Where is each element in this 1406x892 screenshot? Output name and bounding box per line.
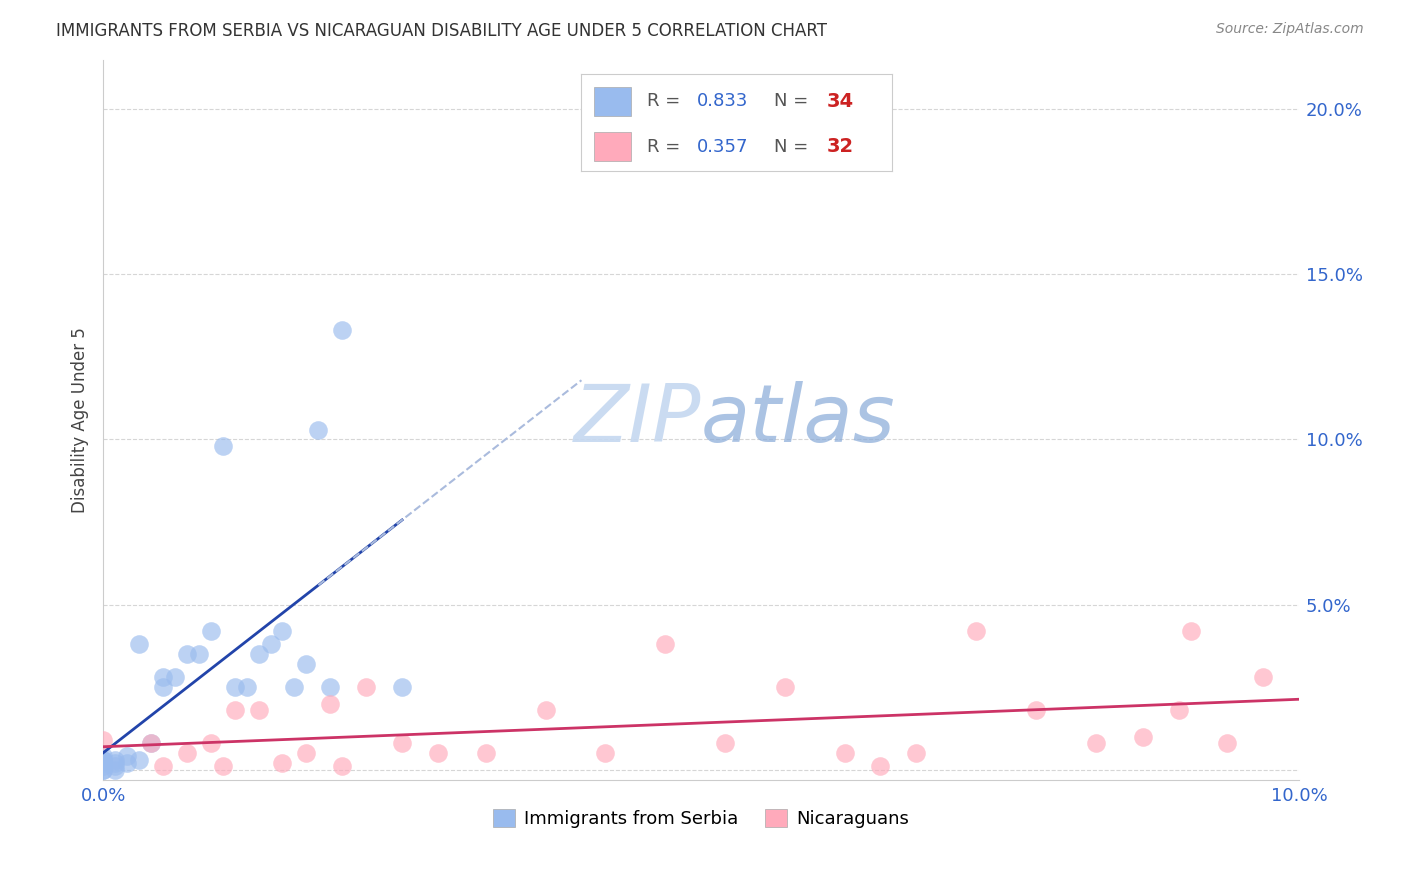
- Point: [211, 439, 233, 453]
- Point: [330, 759, 353, 773]
- Point: [319, 680, 342, 694]
- Point: [104, 763, 127, 777]
- Point: [1084, 736, 1107, 750]
- Point: [247, 703, 270, 717]
- Point: [1251, 670, 1274, 684]
- Point: [211, 759, 233, 773]
- Point: [354, 680, 377, 694]
- Legend: Immigrants from Serbia, Nicaraguans: Immigrants from Serbia, Nicaraguans: [486, 802, 917, 836]
- Point: [187, 647, 209, 661]
- Point: [307, 423, 329, 437]
- Text: ZIP: ZIP: [574, 381, 702, 458]
- Point: [391, 736, 413, 750]
- Point: [283, 680, 305, 694]
- Point: [163, 670, 186, 684]
- Point: [295, 746, 318, 760]
- Point: [176, 647, 198, 661]
- Point: [91, 733, 114, 747]
- Point: [152, 680, 174, 694]
- Point: [1216, 736, 1239, 750]
- Point: [224, 680, 246, 694]
- Point: [1025, 703, 1047, 717]
- Point: [128, 753, 150, 767]
- Point: [115, 756, 138, 770]
- Point: [104, 756, 127, 770]
- Point: [259, 637, 281, 651]
- Point: [834, 746, 856, 760]
- Text: Source: ZipAtlas.com: Source: ZipAtlas.com: [1216, 22, 1364, 37]
- Point: [91, 756, 114, 770]
- Point: [139, 736, 162, 750]
- Point: [91, 759, 114, 773]
- Point: [905, 746, 928, 760]
- Point: [91, 749, 114, 764]
- Point: [1180, 624, 1202, 638]
- Point: [224, 703, 246, 717]
- Point: [152, 670, 174, 684]
- Point: [475, 746, 498, 760]
- Point: [654, 637, 676, 651]
- Point: [200, 624, 222, 638]
- Point: [128, 637, 150, 651]
- Point: [869, 759, 891, 773]
- Point: [91, 763, 114, 777]
- Point: [1132, 730, 1154, 744]
- Point: [115, 749, 138, 764]
- Point: [319, 697, 342, 711]
- Point: [426, 746, 449, 760]
- Point: [139, 736, 162, 750]
- Point: [330, 323, 353, 337]
- Point: [176, 746, 198, 760]
- Point: [200, 736, 222, 750]
- Point: [595, 746, 617, 760]
- Point: [91, 763, 114, 777]
- Point: [271, 624, 294, 638]
- Point: [714, 736, 737, 750]
- Point: [91, 753, 114, 767]
- Point: [271, 756, 294, 770]
- Point: [247, 647, 270, 661]
- Point: [773, 680, 796, 694]
- Point: [391, 680, 413, 694]
- Point: [235, 680, 257, 694]
- Point: [104, 759, 127, 773]
- Point: [534, 703, 557, 717]
- Point: [295, 657, 318, 671]
- Point: [1168, 703, 1191, 717]
- Point: [91, 753, 114, 767]
- Point: [152, 759, 174, 773]
- Point: [104, 753, 127, 767]
- Y-axis label: Disability Age Under 5: Disability Age Under 5: [72, 326, 89, 513]
- Text: IMMIGRANTS FROM SERBIA VS NICARAGUAN DISABILITY AGE UNDER 5 CORRELATION CHART: IMMIGRANTS FROM SERBIA VS NICARAGUAN DIS…: [56, 22, 827, 40]
- Text: atlas: atlas: [702, 381, 896, 458]
- Point: [965, 624, 987, 638]
